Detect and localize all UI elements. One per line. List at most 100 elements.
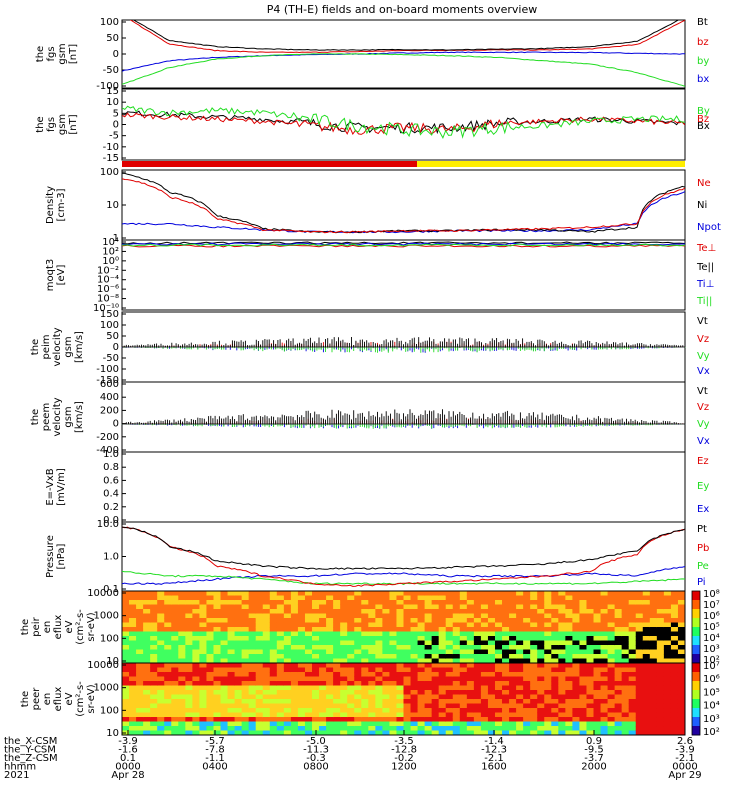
- heatmap-cell: [628, 600, 637, 605]
- heatmap-cell: [487, 609, 496, 614]
- heatmap-cell: [157, 699, 165, 704]
- heatmap-cell: [670, 667, 679, 673]
- heatmap-cell: [572, 699, 580, 704]
- heatmap-cell: [410, 595, 419, 601]
- heatmap-cell: [185, 618, 193, 623]
- heatmap-cell: [593, 649, 602, 655]
- heatmap-cell: [502, 604, 510, 610]
- heatmap-cell: [164, 717, 172, 722]
- heatmap-cell: [410, 591, 419, 596]
- heatmap-cell: [656, 672, 665, 677]
- heatmap-cell: [248, 726, 257, 731]
- heatmap-cell: [199, 600, 207, 605]
- heatmap-cell: [459, 703, 468, 709]
- heatmap-cell: [628, 667, 637, 673]
- heatmap-cell: [333, 631, 341, 637]
- heatmap-cell: [530, 636, 538, 641]
- y-axis-label: the: [35, 46, 46, 62]
- legend-entry: by: [697, 56, 709, 67]
- heatmap-cell: [361, 640, 369, 646]
- heatmap-cell: [199, 636, 207, 641]
- heatmap-cell: [354, 654, 362, 659]
- heatmap-cell: [361, 613, 369, 619]
- heatmap-cell: [262, 636, 271, 641]
- heatmap-cell: [565, 685, 573, 691]
- heatmap-cell: [290, 645, 299, 650]
- colorbar-band: [692, 681, 700, 691]
- heatmap-cell: [403, 699, 412, 704]
- heatmap-cell: [368, 636, 376, 641]
- heatmap-cell: [494, 712, 503, 718]
- mode-bar-segment: [122, 161, 418, 167]
- heatmap-cell: [480, 681, 489, 686]
- heatmap-cell: [227, 676, 236, 682]
- heatmap-cell: [312, 609, 320, 614]
- heatmap-cell: [136, 708, 144, 713]
- heatmap-cell: [424, 721, 433, 727]
- heatmap-cell: [635, 618, 644, 623]
- heatmap-cell: [600, 649, 609, 655]
- heatmap-cell: [494, 703, 503, 709]
- heatmap-cell: [143, 618, 151, 623]
- heatmap-cell: [431, 676, 440, 682]
- heatmap-cell: [382, 618, 390, 623]
- heatmap-cell: [480, 627, 489, 632]
- heatmap-cell: [452, 645, 461, 650]
- heatmap-cell: [368, 604, 376, 610]
- heatmap-cell: [206, 726, 214, 731]
- heatmap-cell: [473, 631, 482, 637]
- heatmap-cell: [220, 649, 229, 655]
- x-tick-value: -12.3: [481, 745, 507, 756]
- heatmap-cell: [635, 609, 644, 614]
- heatmap-cell: [523, 654, 531, 659]
- heatmap-cell: [283, 618, 292, 623]
- heatmap-cell: [544, 676, 552, 682]
- colorbar-band: [692, 618, 700, 628]
- heatmap-cell: [255, 658, 264, 664]
- heatmap-cell: [635, 604, 644, 610]
- heatmap-cell: [677, 618, 686, 623]
- heatmap-cell: [628, 627, 637, 632]
- heatmap-cell: [424, 649, 433, 655]
- heatmap-cell: [509, 708, 517, 713]
- heatmap-cell: [466, 690, 475, 695]
- heatmap-cell: [319, 712, 327, 718]
- heatmap-cell: [417, 609, 426, 614]
- heatmap-cell: [572, 609, 580, 614]
- heatmap-cell: [410, 609, 419, 614]
- heatmap-cell: [262, 640, 271, 646]
- heatmap-cell: [164, 690, 172, 695]
- heatmap-cell: [473, 676, 482, 682]
- heatmap-cell: [164, 618, 172, 623]
- heatmap-cell: [213, 717, 222, 722]
- heatmap-cell: [192, 654, 200, 659]
- heatmap-cell: [326, 627, 334, 632]
- heatmap-cell: [670, 618, 679, 623]
- heatmap-cell: [347, 658, 355, 664]
- heatmap-cell: [185, 690, 193, 695]
- heatmap-cell: [185, 708, 193, 713]
- heatmap-cell: [312, 627, 320, 632]
- heatmap-cell: [487, 658, 496, 664]
- heatmap-cell: [480, 685, 489, 691]
- heatmap-cell: [494, 685, 503, 691]
- heatmap-cell: [283, 654, 292, 659]
- heatmap-cell: [312, 708, 320, 713]
- heatmap-cell: [199, 663, 207, 668]
- y-tick-label: 10000: [87, 660, 119, 671]
- heatmap-cell: [614, 591, 623, 596]
- heatmap-cell: [431, 654, 440, 659]
- heatmap-cell: [586, 631, 595, 637]
- heatmap-cell: [396, 663, 404, 668]
- heatmap-cell: [276, 631, 285, 637]
- heatmap-cell: [382, 676, 390, 682]
- heatmap-cell: [516, 604, 524, 610]
- heatmap-cell: [530, 726, 538, 731]
- heatmap-cell: [656, 676, 665, 682]
- heatmap-cell: [670, 676, 679, 682]
- heatmap-cell: [558, 613, 566, 619]
- heatmap-cell: [199, 721, 207, 727]
- heatmap-cell: [558, 595, 566, 601]
- heatmap-cell: [417, 681, 426, 686]
